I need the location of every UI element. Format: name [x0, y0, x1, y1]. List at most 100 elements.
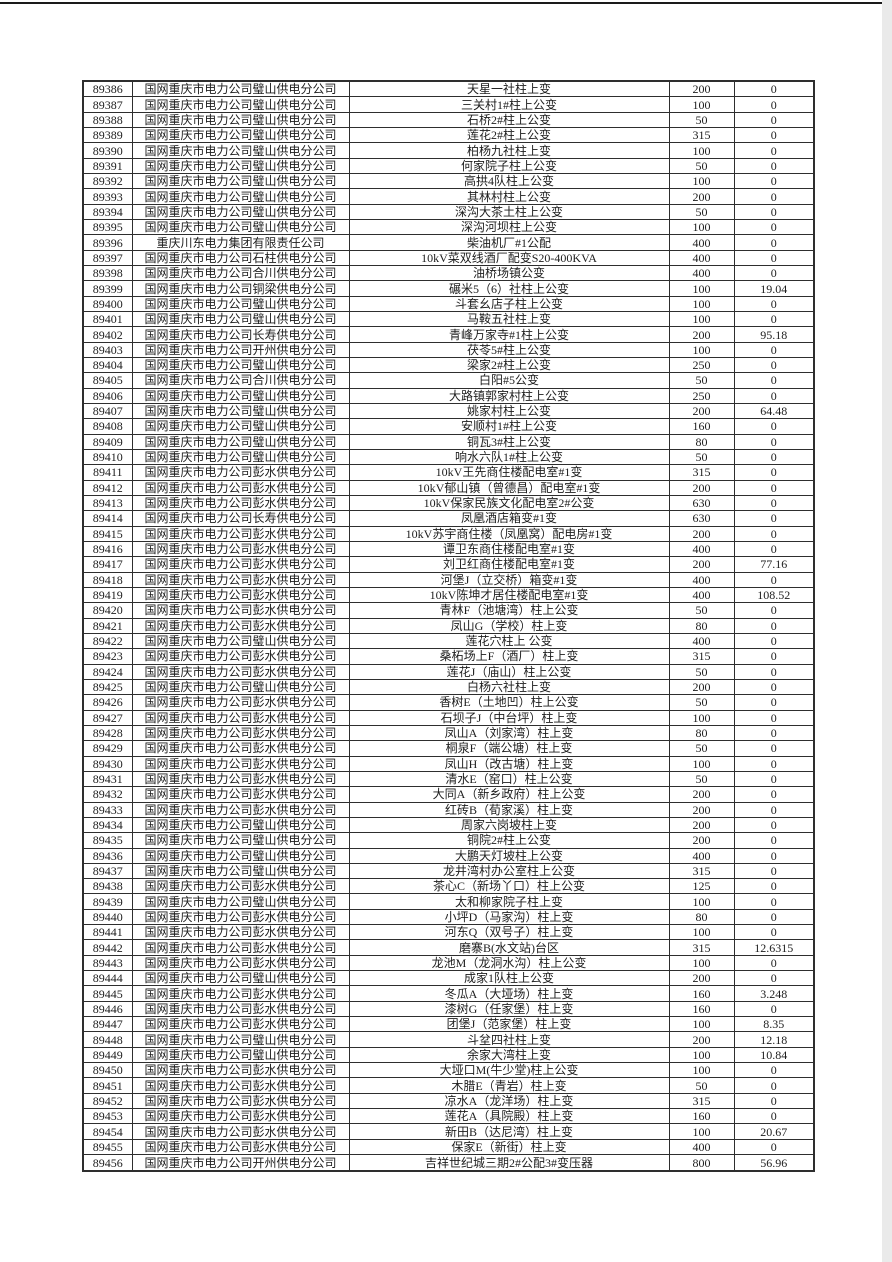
cell-station_name: 10kV郁山镇（曾德昌）配电室#1变: [348, 479, 670, 496]
cell-station_name: 天星一社柱上变: [348, 80, 670, 98]
cell-station_name: 高拱4队柱上公变: [348, 173, 670, 190]
cell-company: 国网重庆市电力公司彭水供电分公司: [131, 1108, 350, 1125]
table-row: 89404 国网重庆市电力公司璧山供电分公司 梁家2#柱上公变 250 0: [82, 356, 815, 374]
cell-station_name: 白杨六社柱上变: [348, 678, 670, 696]
cell-station_name: 吉祥世纪城三期2#公配3#变压器: [348, 1154, 670, 1172]
cell-company: 国网重庆市电力公司彭水供电分公司: [131, 1062, 350, 1079]
cell-id: 89443: [82, 954, 133, 972]
cell-station_name: 河东Q（双号子）柱上变: [348, 924, 670, 941]
cell-value: 0: [733, 387, 815, 404]
table-row: 89450 国网重庆市电力公司彭水供电分公司 大垭口M(牛少堂)柱上公变 100 0: [82, 1062, 815, 1079]
cell-station_name: 桑柘场上F（酒厂）柱上变: [348, 648, 670, 665]
cell-company: 国网重庆市电力公司彭水供电分公司: [131, 724, 350, 742]
table-row: 89449 国网重庆市电力公司璧山供电分公司 余家大湾柱上变 100 10.84: [82, 1046, 815, 1064]
cell-capacity: 50: [668, 770, 735, 788]
cell-value: 0: [733, 1062, 815, 1079]
cell-value: 0: [733, 249, 815, 267]
cell-capacity: 200: [668, 556, 735, 573]
cell-station_name: 铜瓦3#柱上公变: [348, 433, 670, 450]
cell-id: 89393: [82, 188, 133, 205]
cell-station_name: 小坪D（马家沟）柱上变: [348, 908, 670, 926]
cell-value: 0: [733, 525, 815, 542]
cell-value: 12.18: [733, 1031, 815, 1048]
table-row: 89433 国网重庆市电力公司彭水供电分公司 红砖B（荀家溪）柱上变 200 0: [82, 801, 815, 818]
cell-station_name: 龙池M（龙洞水沟）柱上公变: [348, 954, 670, 972]
cell-id: 89395: [82, 219, 133, 236]
cell-company: 国网重庆市电力公司彭水供电分公司: [131, 1092, 350, 1110]
cell-company: 国网重庆市电力公司璧山供电分公司: [131, 433, 350, 450]
table-row: 89413 国网重庆市电力公司彭水供电分公司 10kV保家民族文化配电室2#公变 63…: [82, 494, 815, 512]
cell-station_name: 10kV保家民族文化配电室2#公变: [348, 494, 670, 512]
cell-capacity: 315: [668, 464, 735, 481]
cell-capacity: 200: [668, 402, 735, 420]
cell-id: 89418: [82, 571, 133, 588]
cell-capacity: 100: [668, 1123, 735, 1140]
table-row: 89408 国网重庆市电力公司璧山供电分公司 安顺村1#柱上公变 160 0: [82, 418, 815, 435]
cell-company: 国网重庆市电力公司开州供电分公司: [131, 1154, 350, 1172]
cell-value: 0: [733, 740, 815, 757]
cell-company: 国网重庆市电力公司彭水供电分公司: [131, 985, 350, 1002]
cell-value: 64.48: [733, 402, 815, 420]
cell-capacity: 100: [668, 1016, 735, 1033]
cell-id: 89451: [82, 1077, 133, 1094]
cell-station_name: 香树E（土地凹）柱上公变: [348, 694, 670, 711]
cell-capacity: 200: [668, 326, 735, 343]
cell-capacity: 200: [668, 525, 735, 542]
cell-id: 89388: [82, 111, 133, 129]
cell-value: 77.16: [733, 556, 815, 573]
cell-company: 国网重庆市电力公司彭水供电分公司: [131, 709, 350, 726]
cell-company: 国网重庆市电力公司璧山供电分公司: [131, 1046, 350, 1064]
cell-id: 89411: [82, 464, 133, 481]
table-row: 89428 国网重庆市电力公司彭水供电分公司 凤山A（刘家湾）柱上变 80 0: [82, 724, 815, 742]
cell-value: 0: [733, 571, 815, 588]
table-row: 89409 国网重庆市电力公司璧山供电分公司 铜瓦3#柱上公变 80 0: [82, 433, 815, 450]
cell-company: 国网重庆市电力公司彭水供电分公司: [131, 1123, 350, 1140]
cell-capacity: 400: [668, 234, 735, 251]
cell-capacity: 50: [668, 1077, 735, 1094]
table-row: 89426 国网重庆市电力公司彭水供电分公司 香树E（土地凹）柱上公变 50 0: [82, 694, 815, 711]
cell-value: 12.6315: [733, 939, 815, 956]
cell-capacity: 80: [668, 908, 735, 926]
cell-id: 89408: [82, 418, 133, 435]
cell-capacity: 100: [668, 219, 735, 236]
cell-id: 89416: [82, 540, 133, 558]
cell-company: 国网重庆市电力公司璧山供电分公司: [131, 893, 350, 910]
table-row: 89454 国网重庆市电力公司彭水供电分公司 新田B（达尼湾）柱上变 100 20.67: [82, 1123, 815, 1140]
table-row: 89444 国网重庆市电力公司璧山供电分公司 成家1队柱上公变 200 0: [82, 970, 815, 987]
cell-capacity: 80: [668, 724, 735, 742]
cell-station_name: 白阳#5公变: [348, 372, 670, 389]
cell-value: 0: [733, 540, 815, 558]
cell-id: 89441: [82, 924, 133, 941]
cell-company: 国网重庆市电力公司璧山供电分公司: [131, 111, 350, 129]
table-row: 89424 国网重庆市电力公司彭水供电分公司 莲花J（庙山）柱上公变 50 0: [82, 663, 815, 680]
table-row: 89401 国网重庆市电力公司璧山供电分公司 马鞍五社柱上变 100 0: [82, 311, 815, 328]
cell-id: 89414: [82, 510, 133, 527]
cell-station_name: 碾米5（6）社柱上公变: [348, 280, 670, 297]
cell-id: 89427: [82, 709, 133, 726]
cell-value: 0: [733, 1108, 815, 1125]
cell-value: 0: [733, 203, 815, 221]
cell-id: 89428: [82, 724, 133, 742]
table-row: 89396 重庆川东电力集团有限责任公司 柴油机厂#1公配 400 0: [82, 234, 815, 251]
cell-value: 0: [733, 157, 815, 175]
cell-company: 国网重庆市电力公司长寿供电分公司: [131, 510, 350, 527]
cell-id: 89415: [82, 525, 133, 542]
cell-station_name: 新田B（达尼湾）柱上变: [348, 1123, 670, 1140]
cell-company: 国网重庆市电力公司璧山供电分公司: [131, 96, 350, 113]
cell-station_name: 冬瓜A（大垭场）柱上变: [348, 985, 670, 1002]
cell-value: 56.96: [733, 1154, 815, 1172]
cell-company: 国网重庆市电力公司璧山供电分公司: [131, 402, 350, 420]
table-row: 89389 国网重庆市电力公司璧山供电分公司 莲花2#柱上公变 315 0: [82, 127, 815, 144]
cell-value: 0: [733, 678, 815, 696]
table-row: 89398 国网重庆市电力公司合川供电分公司 油桥场镇公变 400 0: [82, 265, 815, 282]
cell-company: 国网重庆市电力公司璧山供电分公司: [131, 173, 350, 190]
cell-id: 89450: [82, 1062, 133, 1079]
cell-id: 89420: [82, 602, 133, 619]
cell-company: 国网重庆市电力公司彭水供电分公司: [131, 617, 350, 634]
table-row: 89434 国网重庆市电力公司璧山供电分公司 周家六岗坡柱上变 200 0: [82, 816, 815, 834]
table-row: 89432 国网重庆市电力公司彭水供电分公司 大同A（新乡政府）柱上公变 200 0: [82, 786, 815, 803]
cell-station_name: 响水六队1#柱上公变: [348, 448, 670, 466]
cell-station_name: 柏杨九社柱上变: [348, 142, 670, 159]
cell-company: 国网重庆市电力公司开州供电分公司: [131, 341, 350, 359]
table-row: 89439 国网重庆市电力公司璧山供电分公司 太和柳家院子柱上变 100 0: [82, 893, 815, 910]
